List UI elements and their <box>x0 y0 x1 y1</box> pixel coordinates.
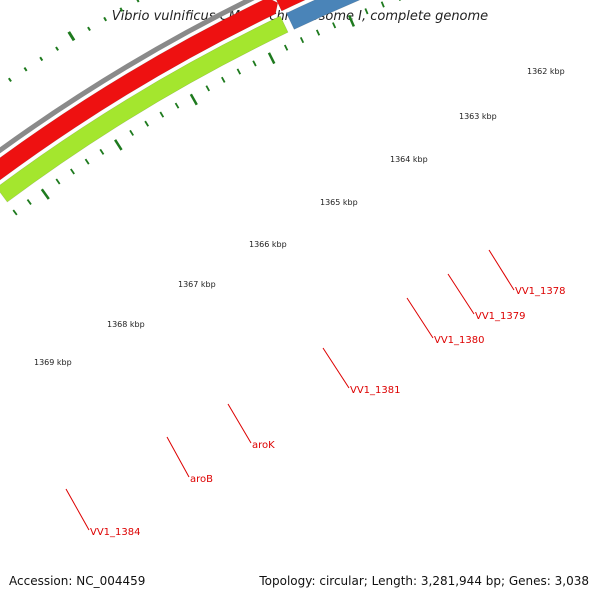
gene-label-vv1-1381[interactable]: VV1_1381 <box>350 385 401 396</box>
inner-tick <box>252 60 257 67</box>
leader-line-6 <box>166 436 190 478</box>
inner-tick <box>236 68 242 75</box>
inner-tick <box>84 158 90 165</box>
outer-tick <box>136 0 140 3</box>
inner-tick <box>399 0 402 1</box>
inner-tick <box>315 29 321 36</box>
inner-tick <box>70 168 75 175</box>
outer-tick <box>87 26 91 32</box>
scale-label-1363: 1363 kbp <box>459 112 497 121</box>
inner-tick <box>347 14 355 27</box>
cds-feature-1 <box>0 0 279 181</box>
inner-tick <box>221 76 226 83</box>
gene-label-vv1-1379[interactable]: VV1_1379 <box>475 311 526 322</box>
inner-tick <box>189 93 198 106</box>
inner-tick-marks <box>12 0 402 216</box>
inner-tick <box>144 120 150 127</box>
inner-tick <box>283 44 289 51</box>
inner-tick <box>40 188 50 200</box>
inner-tick <box>332 22 337 29</box>
outer-tick <box>103 16 108 22</box>
outer-tick <box>119 7 124 12</box>
gene-label-arob[interactable]: aroB <box>190 474 213 485</box>
outer-tick <box>39 56 44 62</box>
inner-tick <box>174 102 180 109</box>
cds-feature-2 <box>276 0 306 12</box>
gene-label-arok[interactable]: aroK <box>252 440 275 451</box>
scale-label-1368: 1368 kbp <box>107 320 145 329</box>
inner-tick <box>380 1 385 8</box>
inner-track-1 <box>0 15 289 203</box>
leader-line-4 <box>322 347 350 389</box>
inner-tick <box>267 52 276 65</box>
feature-tracks <box>0 0 361 203</box>
inner-tick <box>12 209 18 216</box>
leader-line-3 <box>406 297 434 339</box>
scale-labels: 1362 kbp 1363 kbp 1364 kbp 1365 kbp 1366… <box>34 67 565 367</box>
inner-tick <box>114 139 123 151</box>
inner-tick <box>299 36 305 44</box>
leader-line-2 <box>447 273 475 315</box>
gene-label-vv1-1378[interactable]: VV1_1378 <box>515 286 566 297</box>
scale-label-1364: 1364 kbp <box>390 155 428 164</box>
inner-tick <box>55 178 61 185</box>
inner-tick <box>364 8 369 15</box>
inner-tick <box>129 129 134 136</box>
topology-text: Topology: circular; Length: 3,281,944 bp… <box>259 574 589 588</box>
inner-track-2 <box>286 0 361 30</box>
scale-label-1362: 1362 kbp <box>527 67 565 76</box>
outer-tick <box>55 46 59 51</box>
gene-label-vv1-1380[interactable]: VV1_1380 <box>434 335 485 346</box>
scale-label-1367: 1367 kbp <box>178 280 216 289</box>
outer-scale-ticks <box>7 0 140 82</box>
inner-tick <box>26 199 32 205</box>
inner-tick <box>205 85 210 92</box>
scale-label-1366: 1366 kbp <box>249 240 287 249</box>
scale-label-1365: 1365 kbp <box>320 198 358 207</box>
leader-line-5 <box>227 403 252 444</box>
scale-label-1369: 1369 kbp <box>34 358 72 367</box>
outer-tick <box>67 31 76 42</box>
outer-tick <box>23 67 28 72</box>
accession-text: Accession: NC_004459 <box>9 574 146 588</box>
leader-line-1 <box>488 249 515 291</box>
outer-tick <box>7 77 12 82</box>
backbone-ring <box>0 0 256 154</box>
inner-tick <box>159 111 165 118</box>
gene-labels: VV1_1378 VV1_1379 VV1_1380 VV1_1381 aroK… <box>90 286 566 538</box>
gene-label-vv1-1384[interactable]: VV1_1384 <box>90 527 141 538</box>
leader-line-7 <box>65 488 90 531</box>
inner-tick <box>99 148 105 155</box>
label-leader-lines <box>65 249 515 531</box>
